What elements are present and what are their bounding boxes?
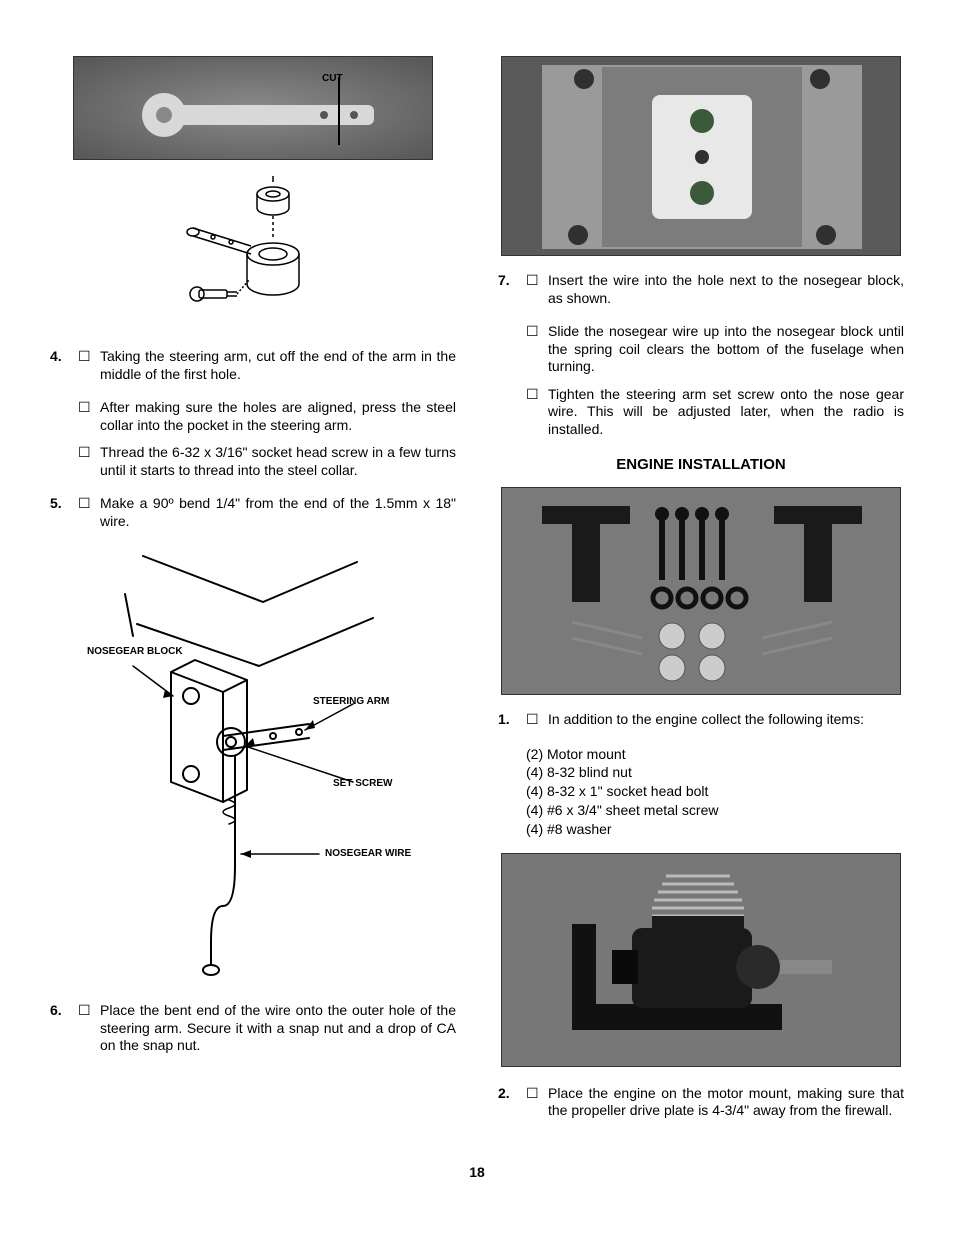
label-set-screw: SET SCREW — [333, 778, 392, 789]
parts-item: (2) Motor mount — [526, 745, 904, 764]
figure-engine-on-mount — [501, 853, 901, 1067]
engine-step-2: 2. ☐ Place the engine on the motor mount… — [498, 1085, 904, 1120]
figure-steering-arm-exploded — [153, 172, 353, 332]
step-text: After making sure the holes are aligned,… — [100, 399, 456, 434]
checkbox-icon: ☐ — [526, 386, 548, 439]
step-number: 2. — [498, 1085, 526, 1120]
engine-step-1: 1. ☐ In addition to the engine collect t… — [498, 711, 904, 729]
step-5: 5. ☐ Make a 90º bend 1/4" from the end o… — [50, 495, 456, 530]
cut-label: CUT — [322, 73, 343, 84]
figure-engine-hardware — [501, 487, 901, 695]
step-number: 6. — [50, 1002, 78, 1055]
checkbox-icon: ☐ — [526, 1085, 548, 1120]
step-text: Slide the nosegear wire up into the nose… — [548, 323, 904, 376]
figure-nosegear-assembly: NOSEGEAR BLOCK STEERING ARM SET SCREW NO… — [73, 546, 433, 986]
step-7: 7. ☐ Insert the wire into the hole next … — [498, 272, 904, 307]
parts-item: (4) #6 x 3/4" sheet metal screw — [526, 801, 904, 820]
step-text: Taking the steering arm, cut off the end… — [100, 348, 456, 383]
step-text: In addition to the engine collect the fo… — [548, 711, 904, 729]
section-heading-engine: ENGINE INSTALLATION — [498, 456, 904, 473]
parts-item: (4) #8 washer — [526, 820, 904, 839]
checkbox-icon: ☐ — [78, 444, 100, 479]
step-7-sub2: ☐ Tighten the steering arm set screw ont… — [526, 386, 904, 439]
left-column: CUT — [50, 56, 456, 1136]
figure-nosegear-photo — [501, 56, 901, 256]
step-text: Make a 90º bend 1/4" from the end of the… — [100, 495, 456, 530]
checkbox-icon: ☐ — [78, 399, 100, 434]
step-text: Place the bent end of the wire onto the … — [100, 1002, 456, 1055]
label-nosegear-block: NOSEGEAR BLOCK — [87, 646, 183, 657]
right-column: 7. ☐ Insert the wire into the hole next … — [498, 56, 904, 1136]
checkbox-icon: ☐ — [526, 323, 548, 376]
step-text: Thread the 6-32 x 3/16" socket head scre… — [100, 444, 456, 479]
parts-item: (4) 8-32 blind nut — [526, 763, 904, 782]
step-6: 6. ☐ Place the bent end of the wire onto… — [50, 1002, 456, 1055]
parts-list: (2) Motor mount (4) 8-32 blind nut (4) 8… — [526, 745, 904, 839]
step-4-sub1: ☐ After making sure the holes are aligne… — [78, 399, 456, 434]
step-number: 5. — [50, 495, 78, 530]
checkbox-icon: ☐ — [78, 348, 100, 383]
checkbox-icon: ☐ — [526, 272, 548, 307]
page-columns: CUT — [50, 56, 904, 1136]
step-number: 4. — [50, 348, 78, 383]
figure-steering-arm-cut: CUT — [73, 56, 433, 160]
step-text: Tighten the steering arm set screw onto … — [548, 386, 904, 439]
step-4-sub2: ☐ Thread the 6-32 x 3/16" socket head sc… — [78, 444, 456, 479]
checkbox-icon: ☐ — [78, 495, 100, 530]
checkbox-icon: ☐ — [78, 1002, 100, 1055]
step-number: 1. — [498, 711, 526, 729]
step-7-sub1: ☐ Slide the nosegear wire up into the no… — [526, 323, 904, 376]
checkbox-icon: ☐ — [526, 711, 548, 729]
step-number: 7. — [498, 272, 526, 307]
page-number: 18 — [50, 1164, 904, 1180]
parts-item: (4) 8-32 x 1" socket head bolt — [526, 782, 904, 801]
step-text: Insert the wire into the hole next to th… — [548, 272, 904, 307]
step-4: 4. ☐ Taking the steering arm, cut off th… — [50, 348, 456, 383]
step-text: Place the engine on the motor mount, mak… — [548, 1085, 904, 1120]
label-nosegear-wire: NOSEGEAR WIRE — [325, 848, 411, 859]
label-steering-arm: STEERING ARM — [313, 696, 389, 707]
